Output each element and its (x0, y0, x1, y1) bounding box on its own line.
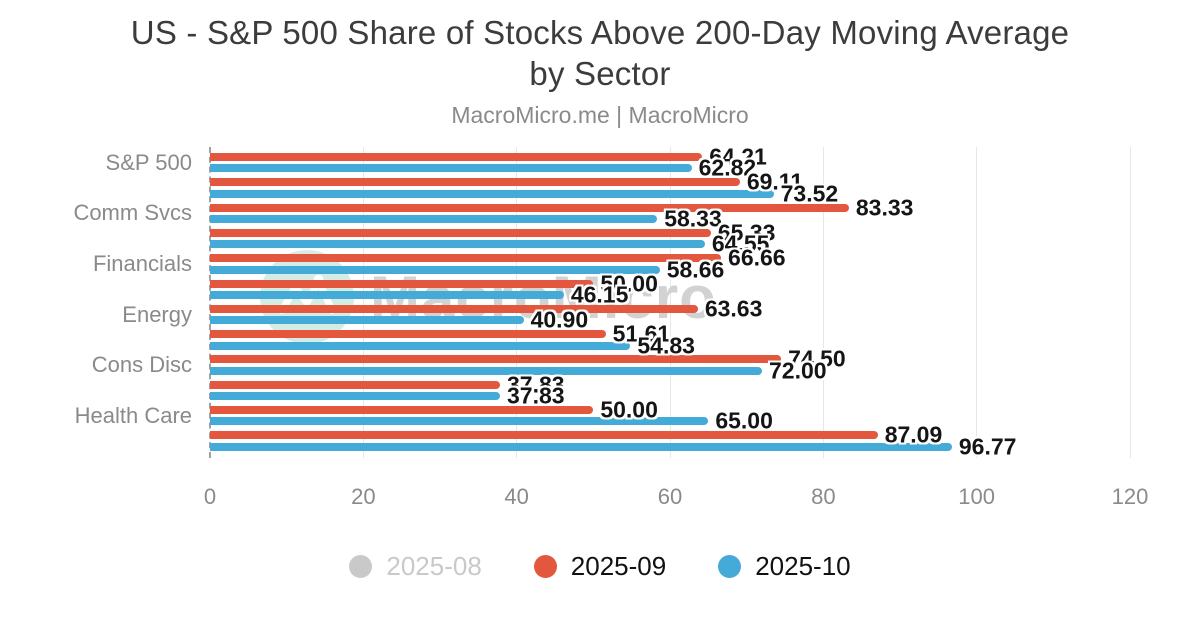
x-tick-label: 40 (504, 484, 529, 509)
bar-2025-09-row-5[interactable] (210, 254, 722, 263)
legend-swatch-icon (718, 555, 742, 578)
bar-2025-09-row-8[interactable] (210, 330, 606, 339)
category-label-health-care: Health Care (74, 402, 192, 428)
bar-value-label: 50.00 (600, 396, 658, 423)
bar-value-label: 66.66 (728, 244, 786, 271)
bar-2025-10-row-8[interactable] (210, 341, 631, 350)
bar-2025-09-row-2[interactable] (210, 178, 740, 187)
bar-value-label: 64.21 (709, 143, 767, 170)
bar-2025-10-row-6[interactable] (210, 290, 564, 299)
category-label-energy: Energy (122, 301, 192, 327)
bar-2025-10-row-5[interactable] (210, 265, 660, 274)
bar-value-label: 46.15 (570, 281, 629, 308)
title-line-1: US - S&P 500 Share of Stocks Above 200-D… (130, 14, 1070, 51)
category-label-comm-svcs: Comm Svcs (73, 200, 192, 226)
bar-value-label: 69.11 (746, 168, 804, 195)
bar-2025-09-row-10[interactable] (210, 380, 501, 389)
x-tick-label: 60 (657, 484, 683, 509)
legend: 2025-08 2025-09 2025-10 (0, 551, 1200, 582)
bar-value-label: 58.33 (664, 205, 722, 232)
bar-2025-10-row-10[interactable] (210, 392, 501, 401)
category-label-s-p-500: S&P 500 (105, 149, 192, 175)
bar-value-label: 40.90 (530, 306, 589, 333)
legend-label: 2025-10 (755, 551, 851, 581)
bar-value-label: 51.61 (612, 320, 671, 347)
grid-line (516, 147, 518, 458)
grid-line (822, 147, 824, 458)
bar-value-label: 58.66 (666, 256, 725, 283)
bar-value-label: 63.63 (704, 295, 763, 322)
title-line-2: by Sector (529, 55, 671, 92)
bar-2025-10-row-9[interactable] (210, 366, 762, 375)
bar-2025-09-row-6[interactable] (210, 279, 594, 288)
category-label-financials: Financials (92, 250, 192, 276)
bar-2025-10-row-11[interactable] (210, 417, 709, 426)
bar-value-label: 50.00 (600, 270, 658, 296)
bar-value-label: 73.52 (780, 180, 839, 207)
legend-label: 2025-08 (386, 551, 482, 581)
x-tick-label: 80 (811, 484, 836, 509)
bar-2025-09-row-3[interactable] (210, 203, 849, 212)
legend-item-2025-08[interactable]: 2025-08 (349, 551, 482, 582)
bar-value-label: 65.00 (715, 407, 773, 434)
legend-swatch-icon (533, 555, 557, 578)
bar-2025-09-row-11[interactable] (210, 406, 594, 414)
bar-value-label: 87.09 (884, 421, 943, 448)
legend-swatch-icon (349, 555, 373, 578)
grid-line (976, 147, 978, 458)
legend-item-2025-09[interactable]: 2025-09 (533, 551, 667, 582)
bar-value-label: 96.77 (958, 433, 1017, 460)
bar-value-label: 37.83 (507, 382, 565, 409)
bar-value-label: 37.83 (507, 371, 565, 398)
bar-2025-10-row-7[interactable] (210, 316, 524, 325)
grid-line (362, 147, 364, 458)
category-label-cons-disc: Cons Disc (91, 352, 192, 378)
bar-value-label: 83.33 (855, 194, 914, 221)
bar-2025-10-row-1[interactable] (210, 164, 692, 173)
bar-value-label: 54.83 (637, 332, 695, 358)
x-tick-label: 0 (203, 484, 217, 509)
bar-2025-10-row-4[interactable] (210, 240, 705, 249)
page-title: US - S&P 500 Share of Stocks Above 200-D… (0, 12, 1200, 94)
bar-value-label: 62.82 (698, 154, 757, 181)
x-tick-label: 120 (1111, 484, 1149, 509)
bar-2025-09-row-12[interactable] (210, 431, 878, 440)
bar-value-label: 74.50 (788, 345, 846, 372)
x-tick-label: 100 (958, 484, 996, 509)
grid-line (1129, 147, 1131, 458)
bar-2025-10-row-2[interactable] (210, 189, 774, 198)
legend-item-2025-10[interactable]: 2025-10 (718, 551, 851, 582)
page-subtitle: MacroMicro.me | MacroMicro (451, 102, 749, 128)
grid-line (669, 147, 671, 458)
x-tick-label: 20 (351, 484, 376, 509)
bar-2025-09-row-4[interactable] (210, 228, 711, 237)
bar-2025-09-row-9[interactable] (210, 355, 782, 364)
bar-value-label: 65.33 (717, 219, 776, 246)
y-axis-line (209, 147, 211, 458)
bar-value-label: 72.00 (769, 357, 827, 384)
bar-2025-10-row-3[interactable] (210, 215, 658, 223)
bar-2025-09-row-1[interactable] (210, 153, 703, 161)
bar-value-label: 64.55 (711, 230, 770, 257)
bar-2025-10-row-12[interactable] (210, 442, 952, 451)
legend-label: 2025-09 (570, 551, 667, 581)
bar-2025-09-row-7[interactable] (210, 304, 698, 313)
